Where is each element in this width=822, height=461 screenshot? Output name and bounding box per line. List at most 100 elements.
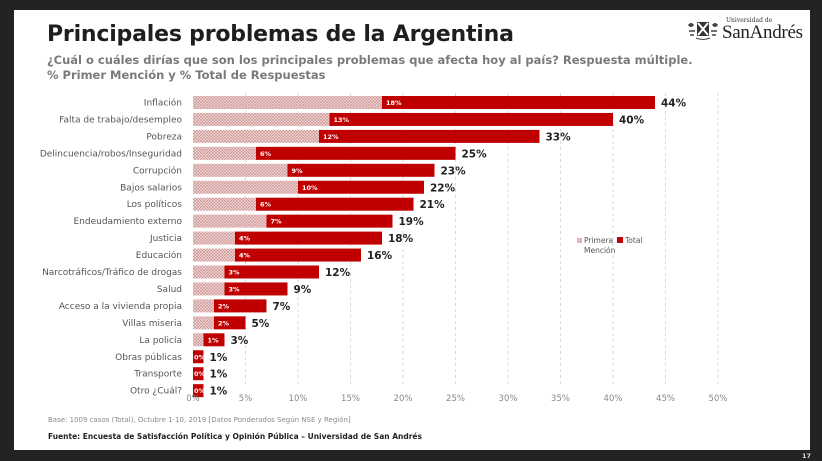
category-label: Educación <box>136 250 182 261</box>
x-axis-ticks: 0% 5% 10% 15% 20% 25% 30% 35% 40% 45% 50% <box>186 394 727 404</box>
primera-mencion-data-label: 9% <box>292 167 304 175</box>
x-tick-label: 50% <box>709 394 728 404</box>
total-data-label: 33% <box>546 131 572 143</box>
category-label: Salud <box>157 285 182 295</box>
bar-total <box>193 384 204 398</box>
bar-primera-mencion <box>193 299 214 313</box>
legend-swatch-total <box>617 237 623 243</box>
slide-subtitle-measure: % Primer Mención y % Total de Respuestas <box>47 68 326 82</box>
bar-total <box>319 129 540 143</box>
primera-mencion-data-label: 2% <box>218 302 230 310</box>
primera-mencion-data-label: 0% <box>194 370 206 378</box>
x-tick-label: 0% <box>186 394 200 404</box>
bars: 18% 44% 13% 40% 12% 33% 6% 25% 9% 23% 10% 22% 6% 21% 7… <box>193 96 687 398</box>
logo-name: SanAndrés <box>722 22 803 43</box>
slide-subtitle-question: ¿Cuál o cuáles dirías que son los princi… <box>47 53 693 67</box>
x-tick-label: 10% <box>289 394 308 404</box>
bar-total <box>224 265 319 279</box>
category-label: Endeudamiento externo <box>73 217 182 227</box>
bar-total <box>214 316 246 330</box>
legend-swatch-primera <box>577 238 582 243</box>
x-tick-label: 45% <box>656 394 675 404</box>
total-data-label: 16% <box>367 250 393 262</box>
chart-legend: Primera Mención Total <box>577 236 643 255</box>
bar-primera-mencion <box>193 180 298 194</box>
source-note: Fuente: Encuesta de Satisfacción Polític… <box>48 432 422 441</box>
total-data-label: 44% <box>661 98 687 110</box>
primera-mencion-data-label: 4% <box>239 252 251 260</box>
category-label: Pobreza <box>146 132 182 142</box>
primera-mencion-data-label: 3% <box>229 269 241 277</box>
primera-mencion-data-label: 4% <box>239 235 251 243</box>
primera-mencion-data-label: 1% <box>208 336 220 344</box>
total-data-label: 1% <box>210 369 228 381</box>
total-data-label: 23% <box>441 165 467 177</box>
x-tick-label: 25% <box>446 394 465 404</box>
category-label: Falta de trabajo/desempleo <box>59 115 182 125</box>
slide-title: Principales problemas de la Argentina <box>47 22 514 47</box>
x-tick-label: 35% <box>551 394 570 404</box>
x-tick-label: 20% <box>394 394 413 404</box>
x-tick-label: 15% <box>341 394 360 404</box>
total-data-label: 9% <box>294 284 312 296</box>
total-data-label: 40% <box>619 114 645 126</box>
bar-total <box>298 180 424 194</box>
total-data-label: 25% <box>462 148 488 160</box>
bar-total <box>235 248 361 262</box>
x-tick-label: 30% <box>499 394 518 404</box>
legend-label-total: Total <box>624 236 643 245</box>
category-label: La policía <box>139 336 182 346</box>
primera-mencion-data-label: 13% <box>334 116 350 124</box>
university-crest-icon <box>688 22 718 40</box>
primera-mencion-data-label: 0% <box>194 387 206 395</box>
category-label: Los políticos <box>127 200 183 210</box>
bar-primera-mencion <box>193 316 214 330</box>
total-data-label: 5% <box>252 318 270 330</box>
bar-primera-mencion <box>193 265 225 279</box>
primera-mencion-data-label: 10% <box>302 184 318 192</box>
category-label: Transporte <box>133 370 182 380</box>
bar-total <box>382 96 655 109</box>
total-data-label: 12% <box>325 267 351 279</box>
bar-primera-mencion <box>193 96 382 109</box>
total-data-label: 18% <box>388 233 414 245</box>
bar-primera-mencion <box>193 146 256 160</box>
category-label: Villas miseria <box>122 319 182 329</box>
primera-mencion-data-label: 7% <box>271 218 283 226</box>
category-label: Obras públicas <box>115 353 182 363</box>
primera-mencion-data-label: 3% <box>229 285 241 293</box>
bar-primera-mencion <box>193 112 330 126</box>
category-label: Otro ¿Cuál? <box>130 387 182 397</box>
primera-mencion-data-label: 0% <box>194 353 206 361</box>
legend-label-primera-line2: Mención <box>584 246 616 255</box>
bar-total <box>256 197 414 211</box>
category-label: Justicia <box>149 234 182 244</box>
total-data-label: 7% <box>273 301 291 313</box>
primera-mencion-data-label: 6% <box>260 150 272 158</box>
bar-total <box>214 299 267 313</box>
bar-primera-mencion <box>193 282 225 296</box>
bar-total <box>224 282 288 296</box>
category-label: Narcotráficos/Tráfico de drogas <box>42 268 182 278</box>
bar-primera-mencion <box>193 231 235 245</box>
bar-primera-mencion <box>193 163 288 177</box>
legend-label-primera-line1: Primera <box>584 236 613 245</box>
bar-total <box>266 214 393 228</box>
category-label: Acceso a la vivienda propia <box>59 302 182 312</box>
base-note: Base: 1009 casos (Total), Octubre 1-10, … <box>48 416 351 424</box>
logo-small-text: Universidad de <box>726 17 773 24</box>
bar-total <box>193 350 204 364</box>
university-logo: Universidad de SanAndrés <box>686 16 803 46</box>
bar-total <box>287 163 435 177</box>
total-data-label: 19% <box>399 216 425 228</box>
bar-total <box>256 146 456 160</box>
category-label: Inflación <box>144 98 182 109</box>
bar-primera-mencion <box>193 248 235 262</box>
bar-total <box>235 231 382 245</box>
category-label: Delincuencia/robos/Inseguridad <box>40 149 182 159</box>
total-data-label: 3% <box>231 335 249 347</box>
primera-mencion-data-label: 6% <box>260 201 272 209</box>
category-label: Bajos salarios <box>120 183 182 193</box>
bar-primera-mencion <box>193 197 256 211</box>
